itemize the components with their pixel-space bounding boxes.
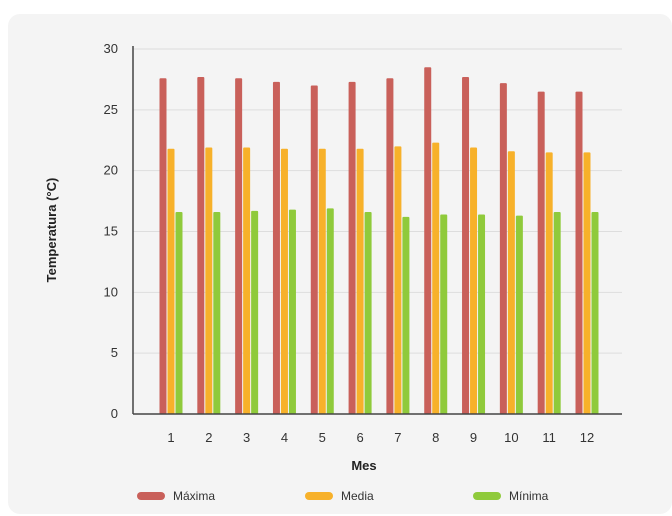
- y-tick-label: 0: [111, 406, 118, 421]
- bar-minima: [288, 209, 296, 414]
- x-axis-title: Mes: [351, 458, 376, 473]
- x-tick-labels: 1 2 3 4 5 6 7 8 9 10 11 12: [167, 430, 594, 445]
- legend-swatch: [137, 492, 165, 500]
- bar-maxima: [235, 78, 243, 414]
- legend-swatch: [473, 492, 501, 500]
- bar-maxima: [159, 78, 167, 414]
- y-tick-label: 25: [104, 102, 118, 117]
- bar-minima: [175, 212, 183, 414]
- legend-item-minima: Mínima: [473, 489, 549, 503]
- x-tick-label: 1: [167, 430, 174, 445]
- y-tick-label: 15: [104, 224, 118, 239]
- legend-label: Máxima: [173, 489, 215, 503]
- bar-minima: [553, 212, 561, 414]
- y-tick-labels: 0 5 10 15 20 25 30: [104, 41, 118, 421]
- legend-item-media: Media: [305, 489, 374, 503]
- x-tick-label: 2: [205, 430, 212, 445]
- bar-minima: [326, 208, 334, 414]
- bar-media: [205, 147, 213, 415]
- bar-minima: [364, 212, 372, 414]
- bar-minima: [402, 216, 410, 414]
- bars: [159, 67, 599, 415]
- bar-media: [243, 147, 251, 415]
- bar-minima: [251, 210, 259, 414]
- bar-maxima: [310, 85, 318, 414]
- axes: [132, 46, 622, 415]
- bar-media: [356, 148, 364, 414]
- x-tick-label: 6: [356, 430, 363, 445]
- bar-media: [432, 142, 440, 414]
- bar-maxima: [537, 91, 545, 414]
- x-tick-label: 7: [394, 430, 401, 445]
- y-tick-label: 10: [104, 284, 118, 299]
- legend-swatch: [305, 492, 333, 500]
- y-tick-label: 30: [104, 41, 118, 56]
- x-tick-label: 5: [319, 430, 326, 445]
- x-tick-label: 11: [542, 430, 556, 445]
- bar-media: [318, 148, 326, 414]
- bar-media: [167, 148, 175, 414]
- bar-media: [545, 152, 553, 414]
- x-tick-label: 9: [470, 430, 477, 445]
- bar-maxima: [348, 81, 356, 414]
- bar-maxima: [462, 76, 470, 414]
- legend: Máxima Media Mínima: [137, 489, 549, 503]
- bar-maxima: [424, 67, 432, 414]
- legend-label: Mínima: [509, 489, 549, 503]
- legend-label: Media: [341, 489, 374, 503]
- bar-media: [394, 146, 402, 415]
- y-tick-label: 5: [111, 345, 118, 360]
- x-tick-label: 10: [504, 430, 518, 445]
- bar-minima: [515, 215, 523, 414]
- x-tick-label: 12: [580, 430, 594, 445]
- bar-minima: [440, 214, 448, 414]
- y-tick-label: 20: [104, 163, 118, 178]
- x-tick-label: 3: [243, 430, 250, 445]
- bar-maxima: [575, 91, 583, 414]
- bar-maxima: [386, 78, 394, 414]
- bar-media: [583, 152, 591, 414]
- bar-media: [507, 151, 515, 414]
- bar-minima: [591, 212, 599, 414]
- bar-maxima: [197, 76, 205, 414]
- x-tick-label: 8: [432, 430, 439, 445]
- bar-minima: [478, 214, 486, 414]
- bar-media: [470, 147, 478, 415]
- x-tick-label: 4: [281, 430, 288, 445]
- bar-media: [280, 148, 288, 414]
- chart-card: [8, 14, 672, 514]
- y-axis-title: Temperatura (°C): [44, 178, 59, 283]
- legend-item-maxima: Máxima: [137, 489, 215, 503]
- bar-maxima: [272, 81, 280, 414]
- bar-minima: [213, 212, 221, 414]
- bar-maxima: [499, 83, 507, 415]
